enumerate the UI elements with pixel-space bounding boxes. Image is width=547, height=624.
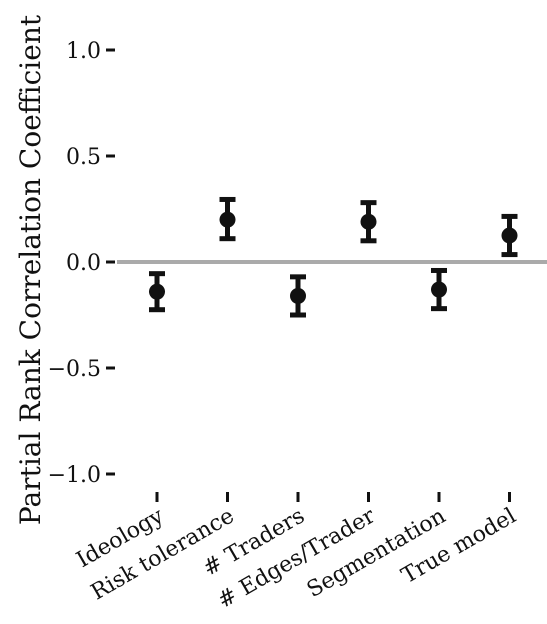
y-tick-label: −1.0 bbox=[48, 463, 101, 488]
y-tick-label: 0.5 bbox=[66, 145, 101, 170]
y-axis-label: Partial Rank Correlation Coefficient bbox=[14, 14, 47, 525]
data-point bbox=[219, 211, 236, 228]
data-marks bbox=[149, 196, 518, 318]
data-point bbox=[149, 283, 165, 300]
data-point bbox=[431, 281, 447, 298]
data-point bbox=[360, 213, 377, 230]
y-tick-label: −0.5 bbox=[48, 357, 101, 382]
y-axis: 1.0 0.5 0.0 −0.5 −1.0 bbox=[48, 39, 115, 488]
y-tick-label: 1.0 bbox=[66, 39, 101, 64]
y-tick-label: 0.0 bbox=[66, 251, 101, 276]
data-point bbox=[290, 287, 306, 304]
data-point bbox=[501, 227, 518, 244]
